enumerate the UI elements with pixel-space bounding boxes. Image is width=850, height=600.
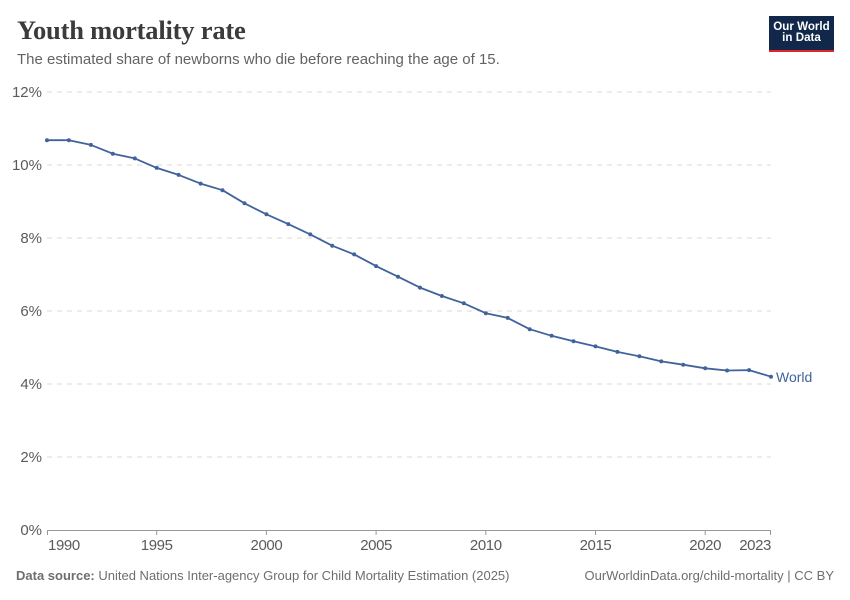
svg-text:World: World — [776, 369, 812, 385]
svg-text:8%: 8% — [20, 230, 42, 247]
svg-text:2010: 2010 — [470, 537, 502, 554]
svg-text:2020: 2020 — [689, 537, 721, 554]
svg-text:1995: 1995 — [141, 537, 173, 554]
svg-text:10%: 10% — [12, 157, 42, 174]
svg-text:1990: 1990 — [48, 537, 80, 554]
svg-text:2000: 2000 — [251, 537, 283, 554]
svg-text:4%: 4% — [20, 376, 42, 393]
svg-text:2015: 2015 — [580, 537, 612, 554]
svg-text:0%: 0% — [20, 522, 42, 539]
svg-text:2%: 2% — [20, 449, 42, 466]
svg-text:2005: 2005 — [360, 537, 392, 554]
svg-text:12%: 12% — [12, 84, 42, 101]
svg-text:6%: 6% — [20, 303, 42, 320]
svg-text:2023: 2023 — [739, 537, 771, 554]
